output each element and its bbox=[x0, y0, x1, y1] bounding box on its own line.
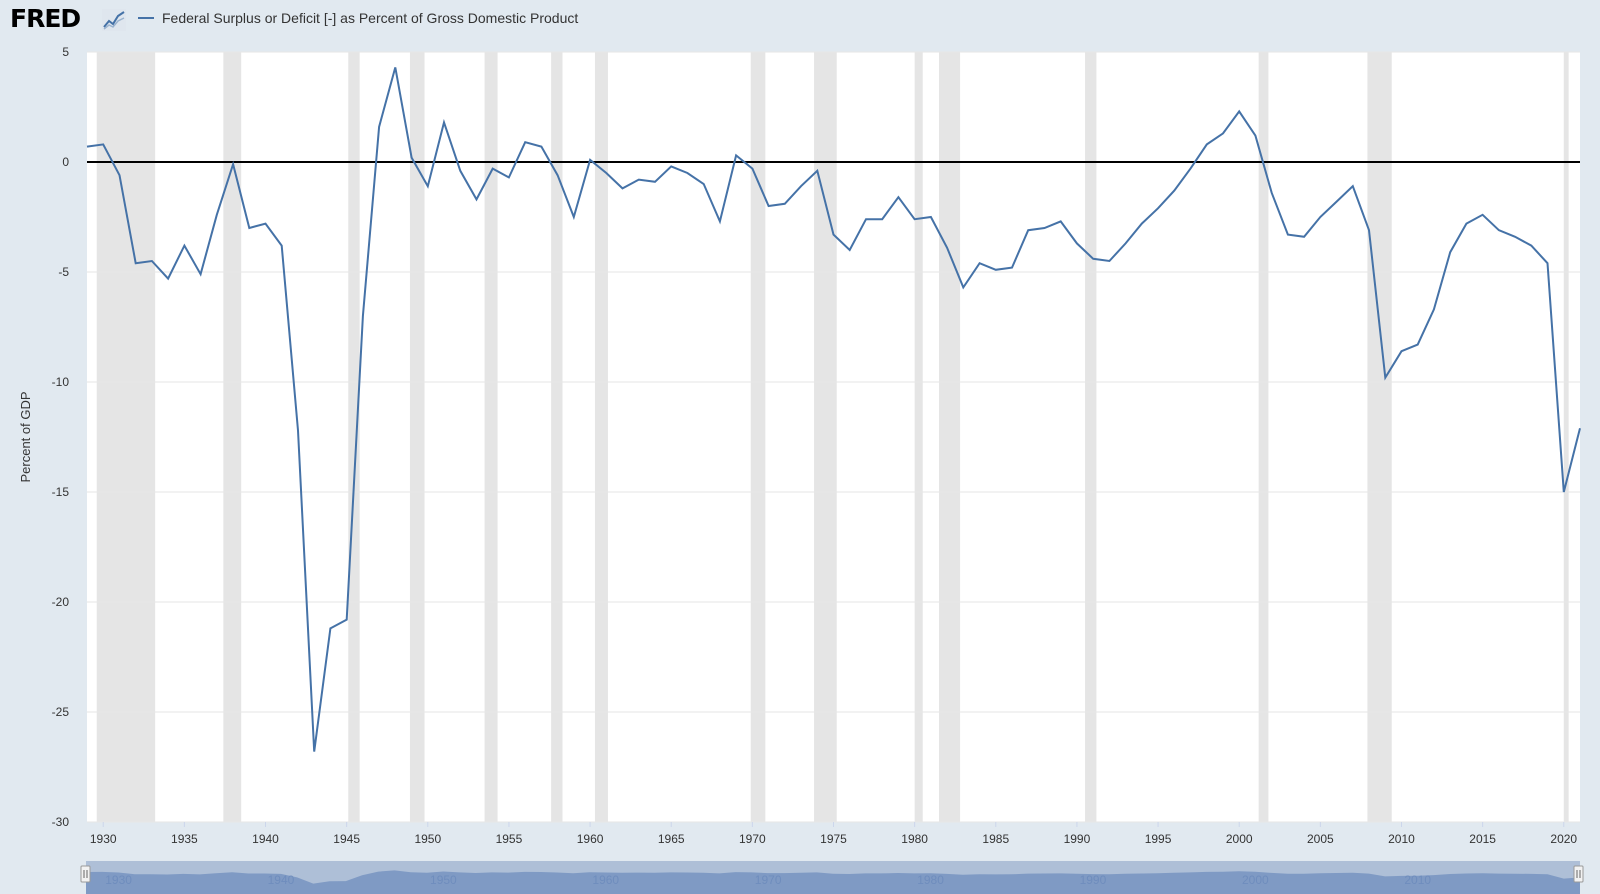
x-tick-label: 2000 bbox=[1226, 832, 1253, 846]
recession-band-1 bbox=[223, 52, 242, 822]
navigator-series bbox=[86, 870, 1580, 894]
x-tick-label: 2020 bbox=[1550, 832, 1577, 846]
navigator-left-handle[interactable] bbox=[80, 865, 91, 883]
recession-band-4 bbox=[484, 52, 498, 822]
recession-band-6 bbox=[594, 52, 608, 822]
navigator-label: 1970 bbox=[755, 873, 782, 887]
x-tick-label: 1980 bbox=[901, 832, 928, 846]
legend-swatch bbox=[138, 17, 154, 19]
x-tick-label: 2015 bbox=[1469, 832, 1496, 846]
y-tick-label: 5 bbox=[62, 45, 69, 59]
x-tick-label: 2005 bbox=[1307, 832, 1334, 846]
y-tick-label: -5 bbox=[58, 265, 69, 279]
x-tick-label: 1940 bbox=[252, 832, 279, 846]
recession-band-14 bbox=[1563, 52, 1569, 822]
x-tick-label: 1960 bbox=[577, 832, 604, 846]
navigator-label: 1950 bbox=[430, 873, 457, 887]
range-navigator[interactable]: 1930 1940 1950 1960 1970 1980 1990 2000 2010 bbox=[80, 861, 1584, 894]
navigator-right-handle[interactable] bbox=[1573, 865, 1584, 883]
chart-legend[interactable]: Federal Surplus or Deficit [-] as Percen… bbox=[138, 10, 578, 26]
navigator-label: 1960 bbox=[592, 873, 619, 887]
y-tick-label: -25 bbox=[52, 705, 70, 719]
handle-grip-icon[interactable] bbox=[80, 865, 91, 883]
recession-band-5 bbox=[551, 52, 563, 822]
x-tick-label: 1975 bbox=[820, 832, 847, 846]
recession-band-11 bbox=[1085, 52, 1097, 822]
line-chart-icon bbox=[102, 9, 126, 31]
recession-band-8 bbox=[814, 52, 837, 822]
handle-grip-icon[interactable] bbox=[1573, 865, 1584, 883]
y-tick-label: -10 bbox=[52, 375, 70, 389]
recession-band-13 bbox=[1367, 52, 1392, 822]
recession-band-12 bbox=[1258, 52, 1269, 822]
fred-logo[interactable]: FRED bbox=[10, 4, 81, 33]
navigator-label: 2010 bbox=[1404, 873, 1431, 887]
navigator-label: 1940 bbox=[268, 873, 295, 887]
y-axis-label: Percent of GDP bbox=[18, 391, 33, 482]
x-tick-label: 1935 bbox=[171, 832, 198, 846]
x-axis-ticks: 1930 1935 1940 1945 1950 1955 1960 1965 1970 1975… bbox=[90, 822, 1577, 846]
x-tick-label: 1995 bbox=[1145, 832, 1172, 846]
navigator-label: 1930 bbox=[105, 873, 132, 887]
navigator-label: 1990 bbox=[1080, 873, 1107, 887]
recession-band-10 bbox=[938, 52, 961, 822]
y-tick-label: -20 bbox=[52, 595, 70, 609]
x-tick-label: 1990 bbox=[1064, 832, 1091, 846]
legend-label: Federal Surplus or Deficit [-] as Percen… bbox=[162, 10, 579, 26]
x-tick-label: 1945 bbox=[333, 832, 360, 846]
y-axis-ticks: 5 0 -5 -10 -15 -20 -25 -30 bbox=[52, 45, 70, 829]
x-tick-label: 1950 bbox=[414, 832, 441, 846]
recession-band-7 bbox=[750, 52, 766, 822]
navigator-label: 1980 bbox=[917, 873, 944, 887]
chart-header: FRED Federal Surplus or Deficit [-] as P… bbox=[0, 0, 1600, 44]
series-line[interactable] bbox=[86, 67, 1581, 752]
recession-band-3 bbox=[409, 52, 425, 822]
y-tick-label: -30 bbox=[52, 815, 70, 829]
x-tick-label: 1985 bbox=[982, 832, 1009, 846]
x-tick-label: 1955 bbox=[496, 832, 523, 846]
x-tick-label: 1930 bbox=[90, 832, 117, 846]
recession-shading bbox=[96, 52, 1569, 822]
recession-band-0 bbox=[96, 52, 156, 822]
y-tick-label: 0 bbox=[62, 155, 69, 169]
x-tick-label: 1965 bbox=[658, 832, 685, 846]
x-tick-label: 1970 bbox=[739, 832, 766, 846]
navigator-label: 2000 bbox=[1242, 873, 1269, 887]
recession-band-9 bbox=[914, 52, 923, 822]
y-tick-label: -15 bbox=[52, 485, 70, 499]
x-tick-label: 2010 bbox=[1388, 832, 1415, 846]
recession-band-2 bbox=[348, 52, 360, 822]
navigator-labels: 1930 1940 1950 1960 1970 1980 1990 2000 2010 bbox=[105, 873, 1431, 887]
